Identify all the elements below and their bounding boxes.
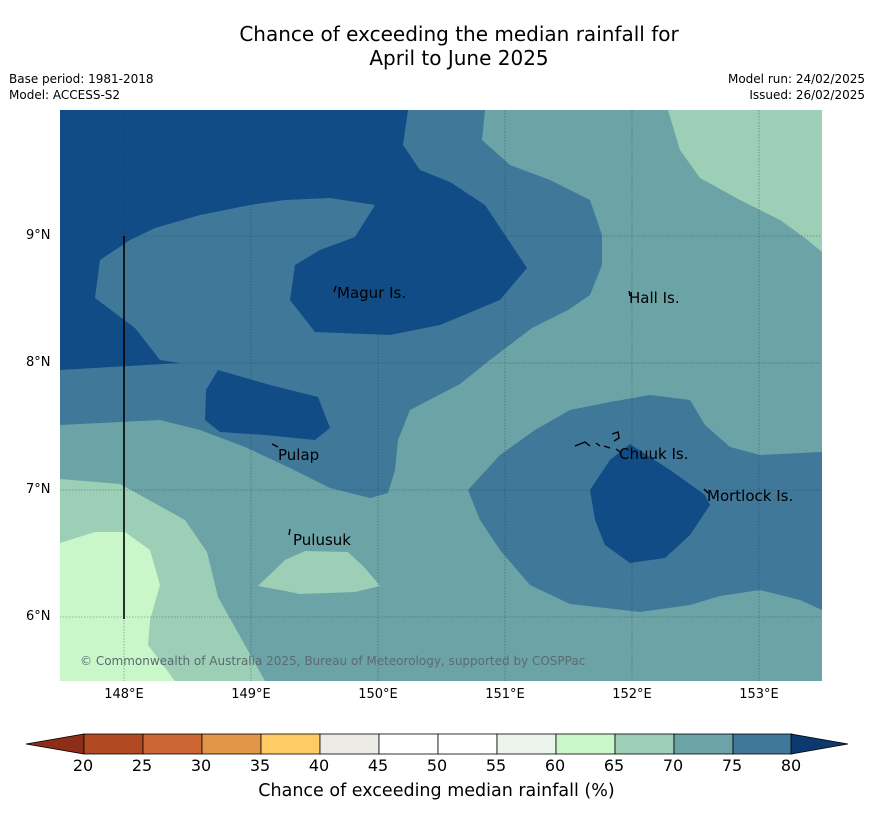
region-80-plus-north [60,110,527,370]
colorbar-tick-55: 55 [485,756,507,775]
region-65-70-ne [668,110,822,252]
colorbar-cell-65-70 [614,733,675,755]
place-pulap: Pulap [278,446,320,464]
colorbar-cell-40-45 [319,733,380,755]
colorbar-tick-80: 80 [780,756,802,775]
title-line-1: Chance of exceeding the median rainfall … [239,22,679,46]
colorbar-cell-70-75 [673,733,734,755]
region-80-plus-pulap [205,370,330,440]
lon-tick-153: 153°E [739,687,779,702]
colorbar-cell-60-65 [555,733,616,755]
colorbar-tick-30: 30 [190,756,212,775]
lat-tick-7n: 7°N [26,482,51,497]
colorbar-tick-60: 60 [544,756,566,775]
issued-date: Issued: 26/02/2025 [749,88,865,102]
island-pulap [271,443,279,448]
lat-tick-6n: 6°N [26,609,51,624]
island-hall [628,290,631,297]
colorbar-tick-75: 75 [721,756,743,775]
meta-right: Model run: 24/02/2025 Issued: 26/02/2025 [728,71,865,103]
island-pulusuk [288,528,291,536]
model-name: Model: ACCESS-S2 [9,88,121,102]
lon-tick-148: 148°E [104,687,144,702]
colorbar-tick-50: 50 [426,756,448,775]
place-hall: Hall Is. [629,289,680,307]
colorbar-label: Chance of exceeding median rainfall (%) [258,781,615,801]
colorbar-tick-40: 40 [308,756,330,775]
colorbar-cell-75-80 [732,733,793,755]
colorbar-tick-65: 65 [603,756,625,775]
island-magur [333,285,337,293]
rainfall-map [60,110,822,681]
colorbar-cell-50-55 [437,733,498,755]
colorbar-tick-25: 25 [131,756,153,775]
island-mortlock [703,488,709,494]
title-line-2: April to June 2025 [369,46,549,70]
place-magur: Magur Is. [337,284,407,302]
lon-tick-152: 152°E [612,687,652,702]
model-run: Model run: 24/02/2025 [727,72,865,86]
colorbar-cell-20-25 [83,733,144,755]
island-markers [271,285,709,536]
place-pulusuk: Pulusuk [293,531,351,549]
lon-tick-149: 149°E [231,687,271,702]
colorbar-cell-55-60 [496,733,557,755]
colorbar-cells [83,733,793,755]
colorbar-extend-high [790,733,849,755]
colorbar-tick-35: 35 [249,756,271,775]
chart-title: Chance of exceeding the median rainfall … [0,22,873,70]
colorbar-tick-20: 20 [72,756,94,775]
lon-tick-150: 150°E [358,687,398,702]
lon-tick-151: 151°E [485,687,525,702]
lat-tick-9n: 9°N [26,228,51,243]
colorbar [25,733,849,755]
region-80-plus-chuuk [590,444,710,563]
lat-tick-8n: 8°N [26,355,51,370]
meta-left: Base period: 1981-2018 Model: ACCESS-S2 [9,71,154,103]
colorbar-cell-25-30 [142,733,203,755]
island-chuuk [574,431,621,453]
place-mortlock: Mortlock Is. [707,487,794,505]
colorbar-tick-45: 45 [367,756,389,775]
colorbar-cell-30-35 [201,733,262,755]
region-65-70-pulusuk [258,551,380,594]
colorbar-tick-70: 70 [662,756,684,775]
base-period: Base period: 1981-2018 [9,72,154,86]
colorbar-extend-low [25,733,85,755]
colorbar-cell-45-50 [378,733,439,755]
place-chuuk: Chuuk Is. [619,445,689,463]
region-60-65-sw [60,532,175,681]
colorbar-cell-35-40 [260,733,321,755]
copyright-note: © Commonwealth of Australia 2025, Bureau… [80,654,586,668]
